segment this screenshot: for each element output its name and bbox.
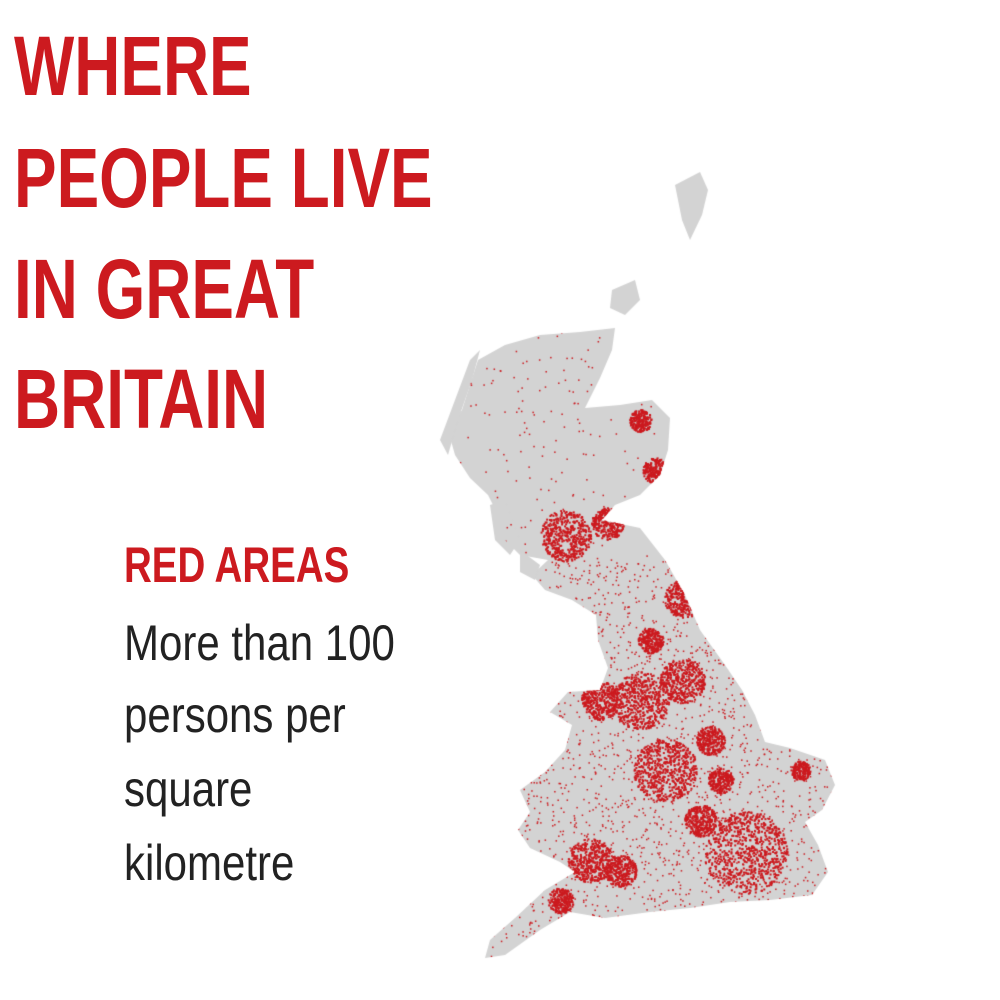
legend-text-line-3: square: [124, 761, 253, 817]
legend-heading: RED AREAS: [124, 537, 350, 593]
title-line-3: IN GREAT: [14, 242, 315, 336]
legend-text-line-4: kilometre: [124, 835, 295, 891]
title-line-1: WHERE: [14, 19, 252, 113]
legend-text-line-1: More than 100: [124, 615, 395, 671]
title-line-2: PEOPLE LIVE: [14, 131, 433, 225]
legend-text-line-2: persons per: [124, 687, 346, 743]
title-line-4: BRITAIN: [14, 352, 269, 446]
